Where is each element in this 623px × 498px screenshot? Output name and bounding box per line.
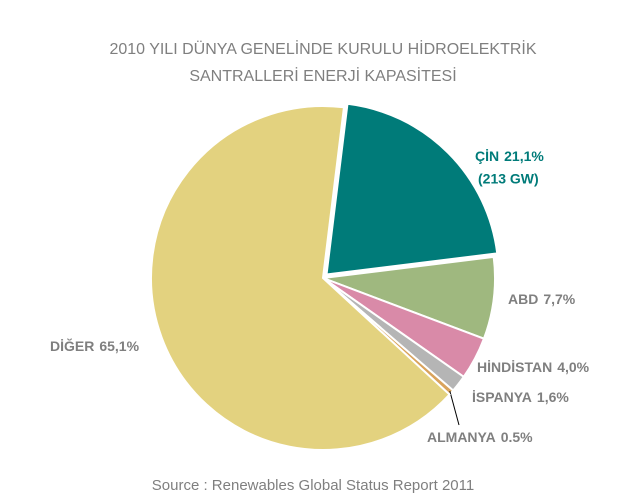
value-label: 0.5% — [501, 429, 533, 445]
value-label: 4,0% — [557, 359, 589, 375]
category-label: HİNDİSTAN — [477, 359, 552, 375]
value-label: 65,1% — [99, 338, 139, 354]
value-label: 7,7% — [543, 291, 575, 307]
category-label: DİĞER — [50, 337, 94, 354]
chart-title: 2010 YILI DÜNYA GENELİNDE KURULU HİDROEL… — [109, 39, 536, 58]
data-label: ALMANYA 0.5% — [427, 429, 533, 445]
data-label: ÇİN 21,1% — [475, 148, 544, 164]
category-label: ABD — [508, 291, 538, 307]
annotation: (213 GW) — [478, 171, 539, 187]
category-label: ALMANYA — [427, 429, 496, 445]
leader-line — [449, 391, 460, 426]
pie-slice — [150, 105, 451, 451]
data-label: HİNDİSTAN 4,0% — [477, 359, 590, 375]
chart-title: SANTRALLERİ ENERJİ KAPASİTESİ — [189, 66, 456, 85]
category-label: İSPANYA — [472, 389, 532, 405]
data-label: ABD 7,7% — [508, 291, 576, 307]
category-label: ÇİN — [475, 148, 499, 164]
data-label: DİĞER 65,1% — [50, 337, 140, 354]
data-label: İSPANYA 1,6% — [472, 389, 569, 405]
value-label: 21,1% — [504, 148, 544, 164]
source: Source : Renewables Global Status Report… — [152, 477, 474, 494]
value-label: 1,6% — [537, 389, 569, 405]
pie-slice — [325, 102, 499, 276]
